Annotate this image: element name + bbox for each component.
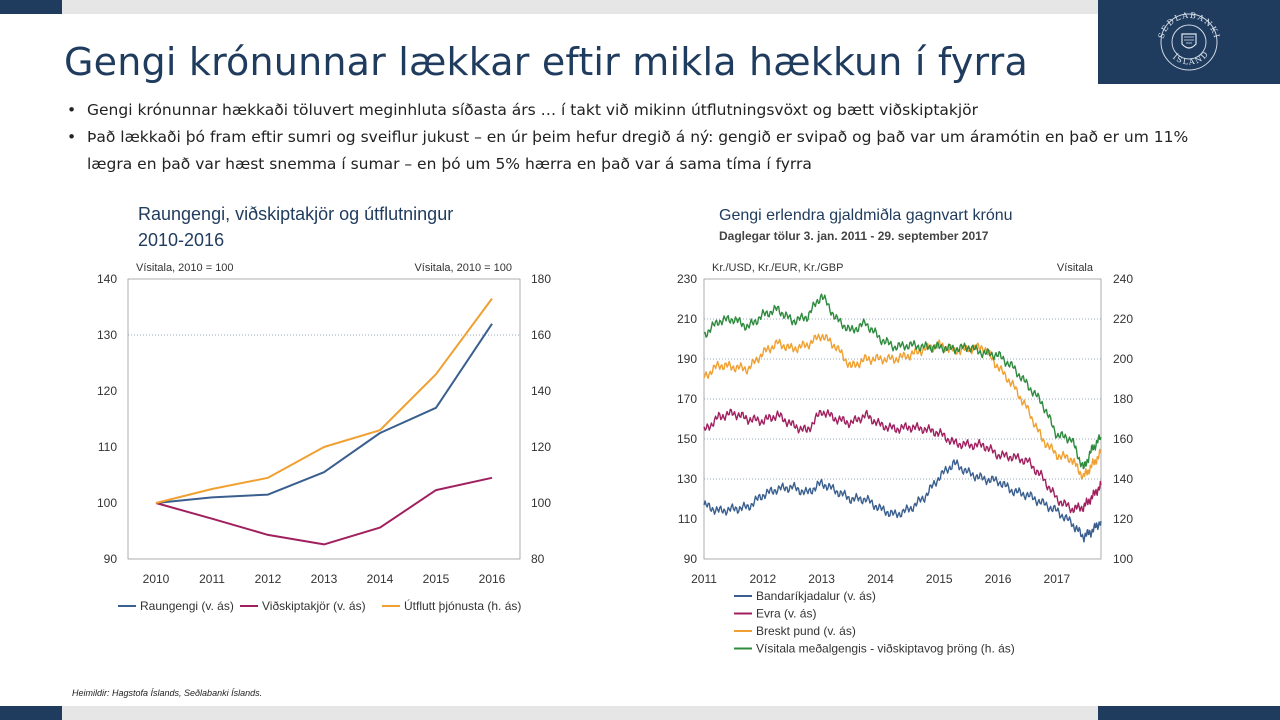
chart-1-series-line-2	[703, 333, 1102, 480]
bullet-list: • Gengi krónunnar hækkaði töluvert megin…	[60, 97, 1230, 178]
chart-1-y-right-tick: 140	[1113, 472, 1133, 486]
chart-0-legend-label-0: Raungengi (v. ás)	[140, 599, 234, 613]
bullet-text-1: Gengi krónunnar hækkaði töluvert meginhl…	[87, 101, 979, 119]
chart-1-y-left-tick: 190	[677, 352, 697, 366]
chart-1-series-line-1	[703, 408, 1102, 514]
chart-0-y-right-tick: 120	[531, 440, 551, 454]
chart-1-legend-label-3: Vísitala meðalgengis - viðskiptavog þrön…	[756, 642, 1015, 656]
chart-0-y-right-tick: 180	[531, 272, 551, 286]
chart-1-title: Gengi erlendra gjaldmiðla gagnvart krónu	[719, 207, 1013, 224]
chart-0-x-tick: 2010	[143, 572, 170, 586]
chart-1-subtitle: Daglegar tölur 3. jan. 2011 - 29. septem…	[719, 229, 989, 243]
top-left-accent-bar	[0, 0, 62, 14]
chart-0-y-right-tick: 80	[531, 552, 545, 566]
chart-0-y-left-tick: 140	[97, 272, 117, 286]
source-note: Heimildir: Hagstofa Íslands, Seðlabanki …	[72, 688, 263, 698]
chart-1-x-tick: 2012	[749, 572, 776, 586]
bottom-left-accent-bar	[0, 706, 62, 720]
chart-0-y-left-tick: 110	[98, 440, 117, 454]
chart-0-y-right-tick: 100	[531, 496, 551, 510]
chart-1-y-right-tick: 160	[1113, 432, 1133, 446]
chart-0-series-line-2	[155, 298, 493, 504]
top-grey-bar	[62, 0, 1100, 14]
chart-1-y-right-tick: 220	[1113, 312, 1133, 326]
chart-1-y-right-tick: 200	[1113, 352, 1133, 366]
bullet-text-2: Það lækkaði þó fram eftir sumri og sveif…	[87, 128, 1189, 173]
chart-1-y-right-tick: 240	[1113, 272, 1133, 286]
chart-1-x-tick: 2015	[926, 572, 953, 586]
chart-0-right-axis-unit: Vísitala, 2010 = 100	[414, 262, 512, 274]
chart-1-y-left-tick: 230	[677, 272, 697, 286]
chart-0-subtitle: 2010-2016	[138, 230, 224, 250]
chart-0-x-tick: 2015	[423, 572, 450, 586]
chart-0-legend-label-2: Útflutt þjónusta (h. ás)	[404, 598, 521, 613]
chart-1-legend-label-0: Bandaríkjadalur (v. ás)	[756, 589, 876, 603]
chart-1-x-tick: 2014	[867, 572, 894, 586]
chart-0-x-tick: 2014	[367, 572, 394, 586]
bottom-right-accent-bar	[1098, 706, 1280, 720]
chart-0-y-left-tick: 130	[97, 328, 117, 342]
chart-1-y-left-tick: 150	[677, 432, 697, 446]
chart-0-series-line-0	[155, 323, 493, 504]
bullet-marker: •	[67, 101, 77, 119]
chart-0-y-left-tick: 120	[97, 384, 117, 398]
chart-0-y-right-tick: 160	[531, 328, 551, 342]
chart-1-y-right-tick: 180	[1113, 392, 1133, 406]
chart-0-series-line-1	[155, 476, 493, 546]
chart-1-y-right-tick: 100	[1113, 552, 1133, 566]
sedlabanki-seal-icon: SEÐLABANKI ÍSLANDS	[1095, 0, 1220, 71]
chart-1-y-left-tick: 110	[678, 512, 697, 526]
chart-1-x-tick: 2011	[691, 572, 717, 586]
chart-1-legend-label-2: Breskt pund (v. ás)	[756, 624, 856, 638]
chart-1-left-axis-unit: Kr./USD, Kr./EUR, Kr./GBP	[712, 262, 843, 274]
bullet-item-1: • Gengi krónunnar hækkaði töluvert megin…	[60, 97, 1230, 124]
chart-0-y-right-tick: 140	[531, 384, 551, 398]
bullet-item-2: • Það lækkaði þó fram eftir sumri og sve…	[60, 124, 1230, 178]
chart-1-y-left-tick: 90	[684, 552, 698, 566]
chart-1-y-left-tick: 130	[677, 472, 697, 486]
chart-1-series-line-3	[703, 293, 1102, 470]
bullet-marker: •	[67, 128, 77, 146]
chart-1-legend-label-1: Evra (v. ás)	[756, 607, 816, 621]
chart-0-left-axis-unit: Vísitala, 2010 = 100	[136, 262, 234, 274]
chart-1-x-tick: 2013	[808, 572, 835, 586]
chart-1-y-left-tick: 170	[677, 392, 697, 406]
chart-1-x-tick: 2017	[1044, 572, 1071, 586]
chart-1-y-left-tick: 210	[677, 312, 697, 326]
chart-0-x-tick: 2011	[199, 572, 225, 586]
chart-0-title: Raungengi, viðskiptakjör og útflutningur	[138, 204, 453, 224]
chart-0-x-tick: 2012	[255, 572, 282, 586]
page-title: Gengi krónunnar lækkar eftir mikla hækku…	[64, 40, 1028, 84]
chart-1-series-line-0	[703, 459, 1102, 543]
logo-box: SEÐLABANKI ÍSLANDS	[1095, 0, 1280, 84]
chart-1-right-axis-unit: Vísitala	[1057, 262, 1094, 274]
bottom-grey-bar	[62, 706, 1098, 720]
chart-1-plot-frame	[703, 278, 1102, 560]
chart-0-x-tick: 2016	[479, 572, 506, 586]
chart-0-x-tick: 2013	[311, 572, 338, 586]
chart-0-y-left-tick: 100	[97, 496, 117, 510]
chart-1-x-tick: 2016	[985, 572, 1012, 586]
chart-0-legend-label-1: Viðskiptakjör (v. ás)	[262, 599, 366, 613]
chart-0-plot-frame	[127, 278, 521, 560]
chart-1-y-right-tick: 120	[1113, 512, 1133, 526]
chart-0-y-left-tick: 90	[104, 552, 118, 566]
